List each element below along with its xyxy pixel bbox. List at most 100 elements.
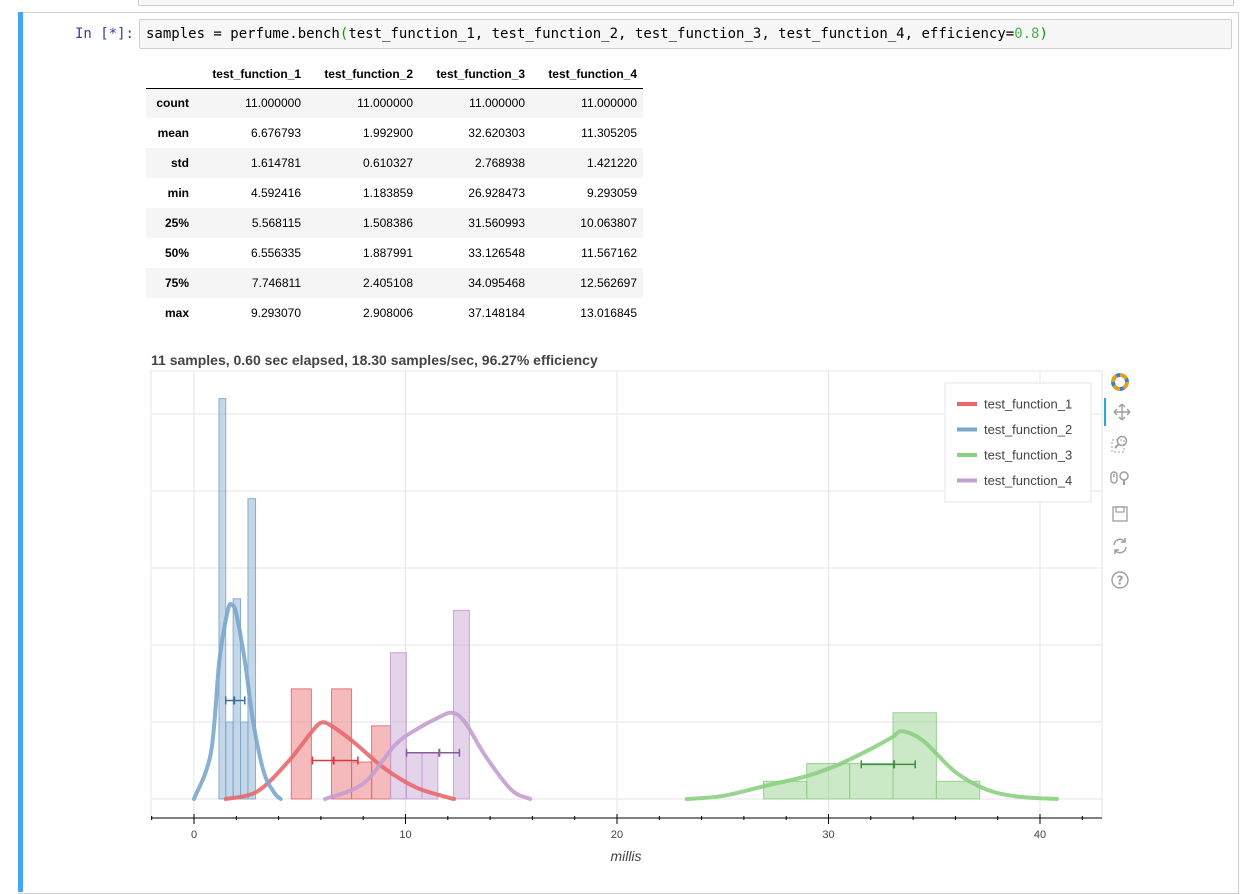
table-cell: 37.148184	[468, 306, 525, 320]
table-cell: 1.183859	[362, 186, 413, 200]
histogram-bar	[892, 712, 937, 800]
table-cell: 11.000000	[581, 96, 637, 111]
wheel-zoom-icon[interactable]	[1104, 464, 1136, 492]
table-cell: 1.887991	[362, 246, 413, 260]
code-open-paren: (	[339, 26, 349, 42]
table-cell: 4.592416	[250, 186, 301, 200]
bokeh-logo-icon[interactable]	[1104, 368, 1136, 396]
table-cell: 1.614781	[250, 156, 301, 170]
row-label: 50%	[164, 246, 189, 260]
table-cell: 6.556335	[250, 246, 301, 260]
table-cell: 33.126548	[468, 246, 525, 260]
save-icon[interactable]	[1104, 500, 1136, 528]
legend-label: test_function_2	[984, 422, 1072, 437]
legend-label: test_function_4	[984, 473, 1072, 488]
code-input[interactable]: samples = perfume.bench(test_function_1,…	[139, 19, 1232, 49]
histogram-bar	[849, 763, 894, 800]
table-cell: 13.016845	[580, 306, 637, 320]
code-prefix: samples = perfume.bench	[146, 26, 340, 42]
table-cell: 0.610327	[362, 156, 413, 170]
x-axis-label: millis	[610, 848, 641, 864]
previous-cell-edge	[138, 0, 1234, 6]
table-cell: 11.567162	[581, 246, 637, 260]
row-label: mean	[157, 126, 189, 140]
table-cell: 10.063807	[580, 216, 637, 230]
histogram-bar	[453, 609, 470, 800]
histogram-bar	[405, 752, 423, 800]
histogram-bar	[225, 721, 234, 800]
column-header: test_function_1	[195, 60, 307, 89]
x-tick-label: 10	[399, 829, 411, 841]
table-cell: 6.676793	[250, 126, 301, 140]
histogram-bar	[935, 780, 981, 800]
table-cell: 5.568115	[251, 216, 301, 230]
histogram-bar	[240, 721, 249, 800]
row-label: 75%	[164, 276, 189, 290]
cell-selection-bar	[18, 12, 23, 892]
row-label: max	[164, 306, 189, 320]
row-label: min	[167, 186, 189, 200]
table-header-row: test_function_1 test_function_2 test_fun…	[146, 60, 643, 89]
x-tick-label: 20	[611, 829, 623, 841]
reset-icon[interactable]	[1104, 532, 1136, 560]
histogram-bar	[389, 652, 407, 800]
plot-area	[150, 370, 1103, 819]
table-cell: 11.305205	[581, 126, 637, 140]
legend-label: test_function_3	[984, 448, 1072, 463]
code-number: 0.8	[1014, 26, 1040, 42]
summary-table: test_function_1 test_function_2 test_fun…	[146, 60, 643, 328]
svg-text:?: ?	[1117, 574, 1124, 588]
row-label: std	[171, 156, 189, 170]
kde-curve	[323, 710, 533, 801]
table-cell: 9.293070	[250, 306, 301, 320]
histogram-bar	[247, 498, 257, 800]
table-row: mean 6.676793 1.992900 32.620303 11.305205	[146, 118, 643, 148]
cell-prompt: In [*]:	[74, 26, 134, 42]
table-row: 25% 5.568115 1.508386 31.560993 10.063807	[146, 208, 643, 238]
table-row: 50% 6.556335 1.887991 33.126548 11.567162	[146, 238, 643, 268]
table-cell: 11.000000	[469, 96, 525, 111]
column-header: test_function_4	[531, 60, 643, 89]
row-label: 25%	[164, 216, 189, 230]
table-row: count 11.000000 11.000000 11.000000 11.00000…	[146, 88, 643, 118]
column-header: test_function_3	[419, 60, 531, 89]
pan-icon[interactable]	[1104, 398, 1138, 426]
code-args: test_function_1, test_function_2, test_f…	[348, 26, 1015, 42]
table-cell: 31.560993	[468, 216, 525, 230]
x-tick-label: 0	[191, 829, 197, 841]
table-cell: 12.562697	[580, 276, 637, 290]
x-tick-label: 30	[822, 829, 834, 841]
histogram-bar	[218, 398, 227, 800]
table-row: min 4.592416 1.183859 26.928473 9.293059	[146, 178, 643, 208]
table-cell: 34.095468	[468, 276, 525, 290]
table-cell: 2.908006	[362, 306, 413, 320]
table-cell: 1.992900	[362, 126, 413, 140]
table-cell: 1.421220	[586, 156, 637, 170]
row-label: count	[156, 96, 189, 111]
legend-label: test_function_1	[984, 397, 1072, 412]
table-cell: 11.000000	[357, 96, 413, 111]
table-cell: 11.000000	[245, 96, 301, 111]
table-row: std 1.614781 0.610327 2.768938 1.421220	[146, 148, 643, 178]
table-cell: 1.508386	[362, 216, 413, 230]
box-zoom-icon[interactable]	[1104, 430, 1136, 458]
kde-curve	[192, 601, 283, 801]
x-tick-label: 40	[1034, 829, 1046, 841]
table-cell: 2.405108	[362, 276, 413, 290]
plot-title: 11 samples, 0.60 sec elapsed, 18.30 samp…	[151, 352, 598, 368]
table-corner	[146, 60, 195, 89]
table-cell: 7.746811	[251, 276, 301, 290]
table-cell: 32.620303	[468, 126, 525, 140]
table-row: 75% 7.746811 2.405108 34.095468 12.562697	[146, 268, 643, 298]
column-header: test_function_2	[307, 60, 419, 89]
kde-curve	[684, 729, 1059, 801]
help-icon[interactable]: ?	[1104, 566, 1136, 594]
table-cell: 2.768938	[474, 156, 525, 170]
kde-curve	[223, 720, 457, 801]
code-close-paren: )	[1039, 26, 1048, 42]
table-row: max 9.293070 2.908006 37.148184 13.016845	[146, 298, 643, 328]
table-cell: 26.928473	[468, 186, 525, 200]
histogram-bar	[330, 688, 353, 800]
table-cell: 9.293059	[586, 186, 637, 200]
